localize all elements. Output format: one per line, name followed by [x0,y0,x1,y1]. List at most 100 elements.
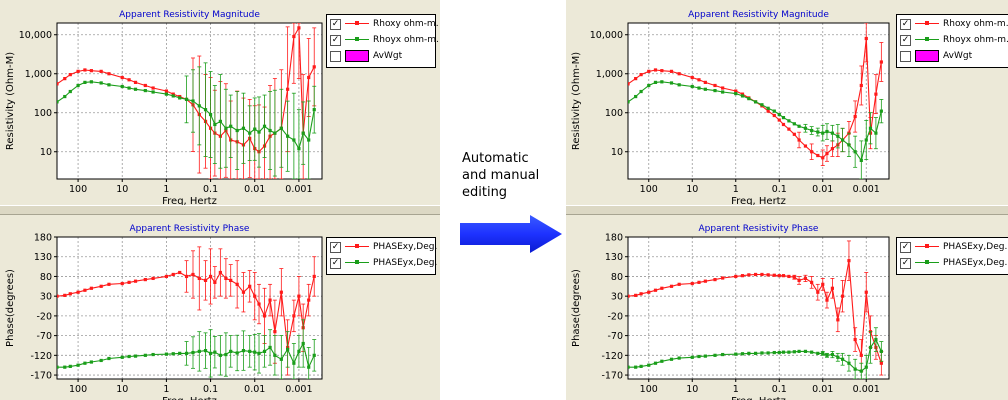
data-point [213,122,217,127]
plot-area [57,23,322,179]
legend-checkbox[interactable]: ✓ [330,34,341,46]
series-yx [57,319,317,379]
y-tick-label: 30 [40,292,52,303]
legend-item-yx: ✓ PHASEyx,Deg. [330,256,437,270]
data-point [703,279,707,283]
legend-checkbox[interactable]: ✓ [900,34,911,46]
phase-chart-after: Apparent Resistivity Phase 100 10 1 0.1 0.01 0… [571,224,890,400]
data-point [816,130,820,134]
annotation-line: and manual [462,168,540,183]
data-point [830,352,835,357]
data-point [224,352,228,357]
legend-checkbox[interactable]: ✓ [330,241,341,253]
panel-splitter-before[interactable] [0,205,440,215]
data-point [99,69,103,73]
legend-label: PHASExy,Deg. [943,242,1008,252]
data-point [312,65,316,69]
data-point [653,361,658,365]
x-tick-label: 10 [116,184,128,195]
data-point [639,292,643,296]
data-point [703,87,707,91]
data-point [262,349,267,353]
data-point [191,99,195,103]
data-point [203,349,208,353]
y-tick-label: -20 [607,311,623,322]
data-point [653,68,658,72]
data-point [99,81,103,85]
data-point [133,354,138,358]
legend-checkbox[interactable]: ✓ [900,241,911,253]
data-point [292,34,296,39]
data-point [721,90,725,94]
data-point [178,96,182,100]
data-point [713,88,717,93]
data-point [859,369,863,373]
data-point [734,91,738,96]
data-point [208,112,213,117]
data-point [639,73,643,77]
data-point [781,122,786,127]
data-point [703,80,707,84]
legend-checkbox[interactable] [900,50,911,62]
legend-swatch [345,19,369,29]
data-point [151,86,155,90]
data-point [68,292,72,296]
panel-splitter-after[interactable] [566,205,1008,215]
data-point [253,127,257,131]
data-point [307,365,311,369]
data-point [772,109,776,113]
data-point [203,278,208,282]
data-point [133,279,138,283]
data-point [286,347,290,352]
data-point [248,284,252,288]
x-tick-label: 0.1 [203,184,218,195]
data-point [235,282,239,286]
series-layer [57,246,317,379]
data-point [830,131,835,135]
editing-annotation: Automatic and manual editing [462,150,539,201]
data-point [821,131,825,135]
data-point [690,84,694,89]
data-point [307,298,311,302]
data-point [312,353,316,357]
data-point [628,294,630,298]
data-point [816,290,820,294]
legend-checkbox[interactable] [330,50,341,62]
chart-title: Apparent Resistivity Phase [130,224,250,234]
data-point [879,109,883,113]
data-point [218,119,222,123]
legend-label: Rhoyx ohm-m. [373,35,439,45]
annotation-line: editing [462,185,508,200]
data-point [268,128,272,133]
data-point [766,351,770,355]
data-point [690,75,694,80]
data-point [292,314,296,318]
phase-legend-after: ✓ PHASExy,Deg. ✓ PHASEyx,Deg. [896,237,1008,275]
legend-checkbox[interactable]: ✓ [900,257,911,269]
data-point [840,294,845,298]
legend-checkbox[interactable]: ✓ [330,18,341,30]
data-point [660,69,664,73]
data-point [859,83,863,88]
data-point [677,356,681,360]
x-axis-label: Freq, Hertz [162,396,217,400]
data-point [853,150,857,154]
legend-checkbox[interactable]: ✓ [330,257,341,269]
data-point [224,126,228,130]
y-axis-label: Phase(degrees) [571,269,582,347]
data-point [120,281,124,286]
data-point [847,259,851,263]
data-point [203,108,208,112]
data-point [740,274,745,278]
data-point [248,131,252,135]
data-point [669,69,674,73]
legend-checkbox[interactable]: ✓ [900,18,911,30]
data-point [797,124,801,128]
data-point [766,109,770,113]
x-tick-label: 0.1 [203,384,218,395]
data-point [164,89,169,93]
data-point [766,273,770,277]
data-point [229,349,233,353]
data-point [164,92,169,96]
data-point [253,350,257,354]
